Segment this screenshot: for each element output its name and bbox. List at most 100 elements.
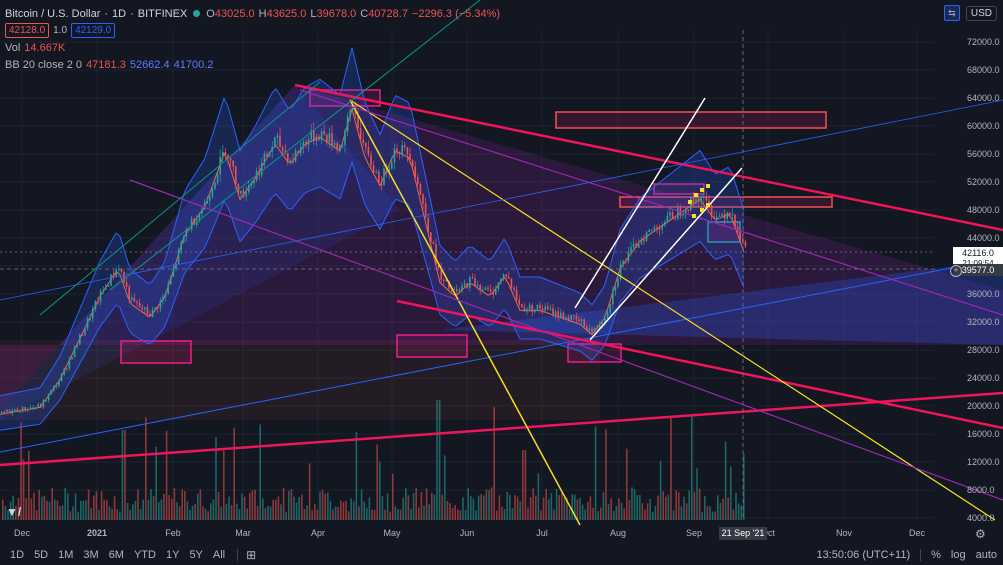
volume-bar	[493, 407, 495, 520]
timeframe-6m[interactable]: 6M	[108, 549, 124, 561]
volume-bar	[69, 511, 72, 520]
timeframe-1d[interactable]: 1D	[10, 549, 25, 561]
volume-bar	[667, 494, 670, 520]
candle-body	[422, 194, 424, 204]
candle-body	[414, 166, 416, 178]
timeframe-all[interactable]: All	[212, 549, 226, 561]
open-value: 43025.0	[214, 7, 255, 20]
candle-body	[359, 128, 362, 140]
volume-bar	[139, 508, 142, 520]
candle-body	[406, 147, 409, 154]
timeframe-1y[interactable]: 1Y	[165, 549, 180, 561]
candle-body	[716, 216, 718, 219]
bollinger-basis-value: 47181.3	[86, 58, 126, 71]
volume-bar	[600, 507, 602, 520]
timeframe-5y[interactable]: 5Y	[189, 549, 203, 561]
log-scale-toggle[interactable]: log	[950, 549, 966, 561]
volume-bar	[314, 503, 316, 520]
candle-body	[123, 272, 125, 283]
clock-time[interactable]: 13:50:06 (UTC+11)	[816, 549, 911, 561]
sell-price-button[interactable]: 42128.0	[5, 23, 50, 38]
volume-bar	[691, 416, 693, 520]
volume-indicator-row[interactable]: Vol 14.667K	[5, 39, 504, 56]
candle-body	[562, 312, 565, 320]
chart-settings-gear-icon[interactable]: ⚙	[975, 527, 986, 541]
compare-symbol-icon[interactable]: ⇆	[943, 5, 960, 21]
percent-scale-toggle[interactable]: %	[931, 549, 941, 561]
volume-bar	[545, 488, 547, 520]
volume-bar	[184, 491, 186, 520]
symbol-name[interactable]: Bitcoin / U.S. Dollar	[5, 7, 101, 20]
symbol-interval[interactable]: 1D	[112, 7, 127, 20]
candle-body	[674, 218, 676, 220]
time-axis[interactable]: Dec 2021 Feb Mar Apr May Jun Jul Aug Sep Oct Nov Dec	[14, 528, 926, 538]
price-axis-label: 12000.0	[967, 457, 1000, 467]
volume-bar	[163, 493, 165, 520]
currency-selector[interactable]: USD	[965, 5, 997, 21]
volume-bar	[561, 493, 563, 520]
candle-body	[8, 410, 11, 414]
volume-bar	[111, 508, 113, 520]
candle-body	[661, 225, 663, 230]
candle-body	[534, 310, 536, 312]
volume-bar	[316, 509, 319, 520]
volume-bar	[548, 499, 550, 520]
price-axis-label: 16000.0	[967, 429, 1000, 439]
candle-body	[151, 310, 154, 318]
date-range-calendar-icon[interactable]: ⊞	[246, 548, 257, 562]
candle-body	[63, 368, 65, 375]
candle-body	[206, 200, 208, 204]
bollinger-indicator-row[interactable]: BB 20 close 2 0 47181.3 52662.4 41700.2	[5, 56, 504, 73]
buy-price-button[interactable]: 42129.0	[71, 23, 116, 38]
volume-bar	[132, 504, 134, 520]
volume-bar	[501, 506, 503, 520]
marker-dot	[694, 193, 698, 197]
timeframe-ytd[interactable]: YTD	[133, 549, 156, 561]
tradingview-logo-icon[interactable]: ▼/	[6, 505, 22, 519]
candle-body	[188, 229, 190, 231]
candle-body	[281, 147, 284, 151]
volume-bar	[644, 509, 646, 520]
volume-bar	[228, 496, 230, 520]
candle-body	[596, 327, 598, 329]
volume-bar	[470, 496, 472, 520]
timeframe-1m[interactable]: 1M	[58, 549, 74, 561]
candle-body	[331, 133, 333, 146]
candle-body	[427, 217, 429, 233]
volume-bar	[423, 505, 425, 520]
timeframe-5d[interactable]: 5D	[34, 549, 49, 561]
price-axis-label: 60000.0	[967, 121, 1000, 131]
volume-bar	[522, 450, 524, 520]
volume-bar	[189, 509, 191, 520]
candle-body	[734, 214, 736, 227]
volume-bar	[7, 510, 9, 520]
volume-bar	[59, 506, 61, 520]
volume-bar	[124, 430, 126, 520]
trend-line-purple	[299, 89, 1003, 316]
timeframe-3m[interactable]: 3M	[83, 549, 99, 561]
volume-bar	[233, 427, 235, 520]
range-zone	[0, 340, 600, 420]
candle-body	[567, 317, 570, 320]
candle-body	[68, 359, 71, 369]
volume-bar	[394, 506, 397, 520]
volume-bar	[693, 491, 696, 520]
volume-bar	[230, 505, 233, 520]
symbol-exchange[interactable]: BITFINEX	[137, 7, 188, 20]
candle-body	[128, 286, 130, 300]
candle-body	[229, 158, 232, 161]
volume-bar	[282, 487, 285, 520]
volume-bar	[639, 495, 641, 520]
add-alert-icon[interactable]: +	[950, 265, 962, 277]
volume-bar	[158, 502, 160, 520]
toolbar-divider	[237, 549, 239, 561]
price-change: −2296.3 (−5.34%)	[411, 7, 501, 20]
volume-bar	[87, 489, 90, 520]
volume-bar	[675, 490, 677, 520]
volume-bar	[506, 491, 508, 520]
auto-scale-toggle[interactable]: auto	[975, 549, 997, 561]
volume-bar	[428, 504, 430, 520]
volume-bar	[467, 488, 469, 520]
volume-bar	[33, 492, 35, 520]
